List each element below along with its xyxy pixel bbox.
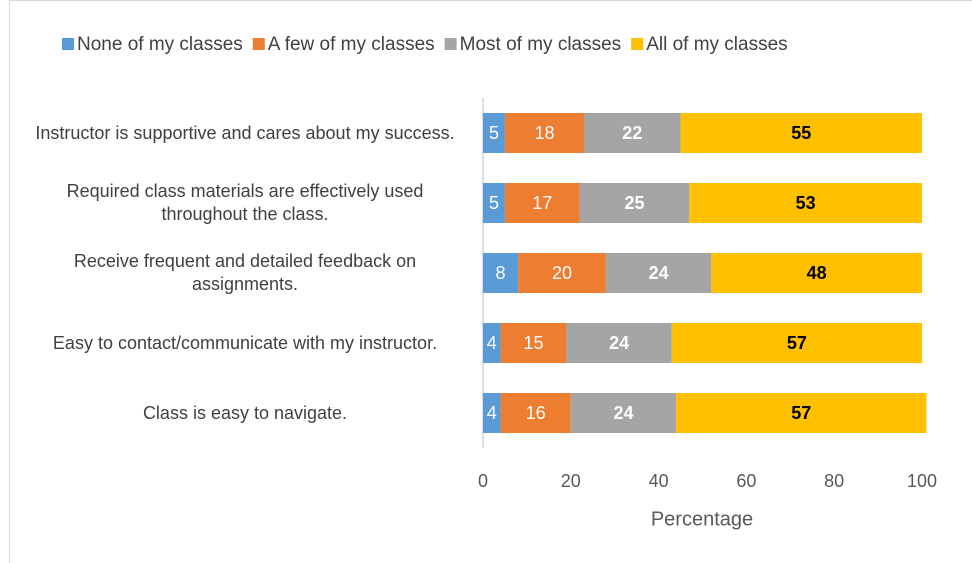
data-label: 24 — [649, 263, 669, 283]
bar-segment — [605, 253, 712, 293]
chart-border — [9, 0, 972, 563]
data-label: 4 — [487, 403, 497, 423]
data-label: 24 — [609, 333, 629, 353]
data-label: 57 — [791, 403, 811, 423]
legend-label: None of my classes — [77, 34, 243, 55]
y-tick-label: Required class materials are effectively… — [66, 181, 424, 224]
bar-segment — [483, 253, 519, 293]
legend-swatch — [631, 38, 644, 50]
y-tick-label: Class is easy to navigate. — [142, 402, 348, 423]
data-label: 22 — [622, 123, 642, 143]
x-axis-label: Percentage — [651, 508, 753, 530]
data-label: 8 — [496, 263, 506, 283]
bar-segment — [483, 113, 505, 153]
bar-segment — [689, 183, 922, 223]
data-label: 20 — [552, 263, 572, 283]
legend-label: Most of my classes — [460, 34, 622, 55]
bar-segment — [579, 183, 690, 223]
x-tick-label: 40 — [649, 471, 669, 491]
x-tick-label: 60 — [736, 471, 756, 491]
bar-segment — [483, 323, 501, 363]
data-label: 55 — [791, 123, 811, 143]
data-label: 5 — [489, 193, 499, 213]
bar-segment — [711, 253, 922, 293]
bar-segment — [570, 393, 677, 433]
data-label: 5 — [489, 123, 499, 143]
bar-segment — [483, 183, 505, 223]
data-label: 15 — [523, 333, 543, 353]
bar-segment — [680, 113, 922, 153]
y-tick-label: Receive frequent and detailed feedback o… — [73, 251, 417, 294]
bar-segment — [671, 323, 922, 363]
data-label: 16 — [526, 403, 546, 423]
bar-segment — [500, 323, 567, 363]
data-label: 57 — [787, 333, 807, 353]
legend-label: A few of my classes — [268, 34, 435, 55]
bar-segment — [504, 113, 584, 153]
legend-label: All of my classes — [646, 34, 787, 55]
bar-segment — [500, 393, 571, 433]
x-tick-label: 100 — [907, 471, 937, 491]
data-label: 48 — [807, 263, 827, 283]
bar-segment — [676, 393, 927, 433]
bar-segment — [504, 183, 580, 223]
y-tick-label: Easy to contact/communicate with my inst… — [52, 332, 438, 353]
x-tick-label: 80 — [824, 471, 844, 491]
bar-segment — [483, 393, 501, 433]
data-label: 4 — [487, 333, 497, 353]
data-label: 25 — [624, 193, 644, 213]
data-label: 24 — [613, 403, 633, 423]
y-tick-label: Instructor is supportive and cares about… — [35, 122, 455, 143]
bar-segment — [583, 113, 681, 153]
bar-segment — [566, 323, 672, 363]
x-tick-label: 0 — [478, 471, 488, 491]
bar-segment — [518, 253, 606, 293]
data-label: 18 — [534, 123, 554, 143]
legend-swatch — [252, 38, 265, 50]
x-tick-label: 20 — [561, 471, 581, 491]
data-label: 53 — [796, 193, 816, 213]
legend-swatch — [444, 38, 457, 50]
data-label: 17 — [532, 193, 552, 213]
legend-swatch — [62, 38, 74, 50]
